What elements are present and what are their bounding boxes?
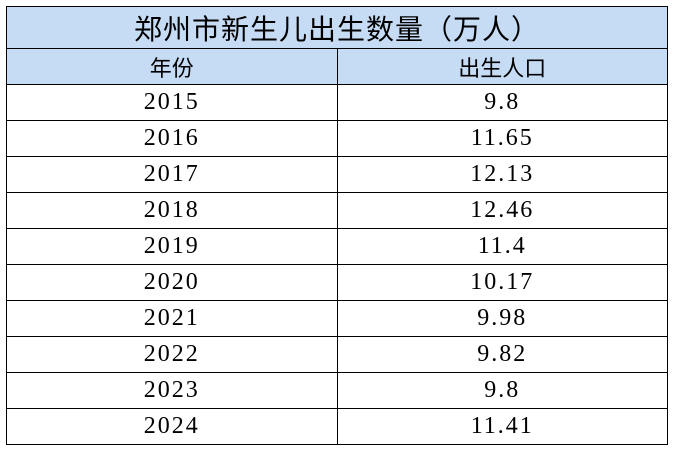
year-cell: 2024 — [6, 408, 338, 445]
births-cell: 9.8 — [336, 84, 668, 121]
year-cell: 2015 — [6, 84, 338, 121]
header-row: 年份 出生人口 — [6, 48, 668, 85]
year-cell: 2022 — [6, 336, 338, 373]
births-cell: 9.98 — [336, 300, 668, 337]
title-row: 郑州市新生儿出生数量（万人） — [6, 6, 668, 49]
year-cell: 2020 — [6, 264, 338, 301]
year-cell: 2023 — [6, 372, 338, 409]
births-cell: 11.4 — [336, 228, 668, 265]
header-cell: 出生人口 — [336, 48, 668, 85]
year-cell: 2021 — [6, 300, 338, 337]
table-wrap: 郑州市新生儿出生数量（万人） 年份 出生人口 2015 9.8 2016 11.65 2… — [6, 6, 668, 445]
header-cell: 年份 — [6, 48, 338, 85]
table-title: 郑州市新生儿出生数量（万人） — [6, 6, 668, 49]
births-cell: 12.46 — [336, 192, 668, 229]
births-cell: 11.41 — [336, 408, 668, 445]
data-row: 2024 11.41 — [6, 408, 668, 445]
data-row: 2018 12.46 — [6, 192, 668, 229]
births-cell: 12.13 — [336, 156, 668, 193]
data-row: 2017 12.13 — [6, 156, 668, 193]
year-cell: 2016 — [6, 120, 338, 157]
year-cell: 2019 — [6, 228, 338, 265]
births-cell: 9.8 — [336, 372, 668, 409]
data-row: 2015 9.8 — [6, 84, 668, 121]
data-row: 2022 9.82 — [6, 336, 668, 373]
data-row: 2021 9.98 — [6, 300, 668, 337]
data-row: 2019 11.4 — [6, 228, 668, 265]
data-row: 2016 11.65 — [6, 120, 668, 157]
data-row: 2023 9.8 — [6, 372, 668, 409]
year-cell: 2018 — [6, 192, 338, 229]
data-table: 郑州市新生儿出生数量（万人） 年份 出生人口 2015 9.8 2016 11.65 2… — [6, 6, 668, 445]
data-row: 2020 10.17 — [6, 264, 668, 301]
births-cell: 10.17 — [336, 264, 668, 301]
births-cell: 11.65 — [336, 120, 668, 157]
births-cell: 9.82 — [336, 336, 668, 373]
year-cell: 2017 — [6, 156, 338, 193]
